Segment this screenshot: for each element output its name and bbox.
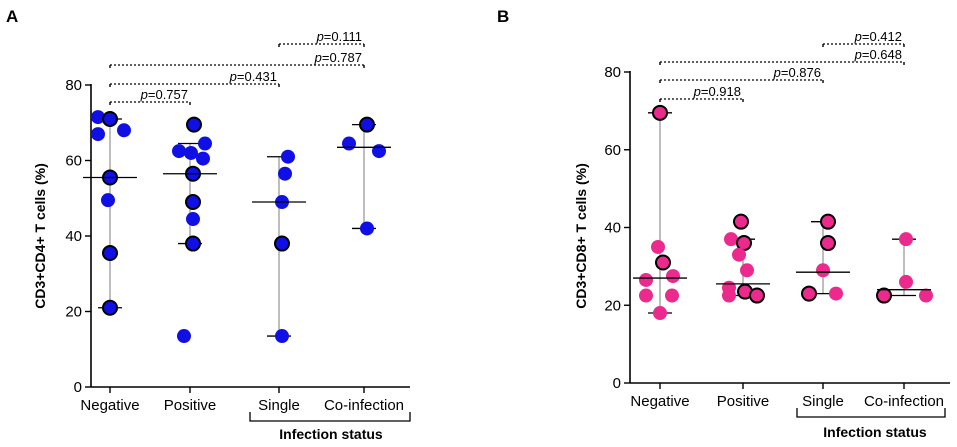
panel-a-data-point bbox=[275, 329, 289, 344]
panel-b-data-point bbox=[876, 287, 892, 304]
panel-b-y-tick-label: 40 bbox=[604, 220, 621, 237]
panel-b-data-point bbox=[820, 235, 836, 252]
panel-b-data-point bbox=[724, 232, 738, 247]
panel-b-category-label: Negative bbox=[630, 393, 689, 410]
panel-b-data-point bbox=[740, 263, 754, 278]
panel-a-category-label: Positive bbox=[164, 397, 217, 414]
panel-a-data-point bbox=[198, 136, 212, 151]
panel-a-data-point bbox=[117, 123, 131, 138]
panel-a-y-tick-label: 40 bbox=[65, 228, 82, 245]
panel-b-data-point bbox=[899, 274, 913, 289]
panel-b-chart: 0 20 40 60 80 Negative Positive Single Co-infect… bbox=[604, 29, 950, 418]
panel-b-y-tick-label: 20 bbox=[604, 297, 621, 314]
panel-b-y-tick-label: 80 bbox=[604, 64, 621, 81]
panel-a-y-tick-label: 60 bbox=[65, 153, 82, 170]
panel-a-y-tick-label: 20 bbox=[65, 304, 82, 321]
panel-b-data-point bbox=[899, 232, 913, 247]
panel-b-data-point bbox=[655, 254, 671, 271]
panel-b-data-point bbox=[665, 288, 679, 303]
panel-b-data-point bbox=[666, 269, 680, 284]
panel-a-data-point bbox=[91, 127, 105, 142]
panel-a-data-point bbox=[185, 194, 201, 211]
panel-b-p-value-label: p=0.648 bbox=[854, 47, 902, 62]
panel-a-data-point bbox=[281, 149, 295, 164]
panel-a-data-point bbox=[184, 145, 198, 160]
panel-b-letter: B bbox=[497, 7, 509, 26]
panel-a-data-point bbox=[186, 212, 200, 227]
panel-a-p-value-label: p=0.111 bbox=[316, 29, 362, 44]
panel-a-p-value-label: p=0.787 bbox=[314, 50, 362, 65]
panel-a-x-axis-title: Infection status bbox=[279, 426, 383, 442]
panel-a-data-point bbox=[102, 299, 118, 316]
panel-a-chart: 0 20 40 60 80 Negative Positive Single Co-infect… bbox=[65, 29, 411, 422]
panel-b-data-point bbox=[653, 306, 667, 321]
panel-a-data-point bbox=[360, 221, 374, 236]
panel-b-y-tick-label: 60 bbox=[604, 142, 621, 159]
panel-b-data-point bbox=[732, 247, 746, 262]
panel-b-data-point bbox=[722, 288, 736, 303]
panel-b-y-tick-label: 0 bbox=[613, 375, 621, 392]
panel-a-data-point bbox=[177, 329, 191, 344]
panel-a-y-tick-label: 80 bbox=[65, 77, 82, 94]
panel-b-data-point bbox=[639, 288, 653, 303]
panel-b-data-point bbox=[651, 239, 665, 254]
panel-b-x-axis-title: Infection status bbox=[823, 424, 927, 440]
panel-a-data-point bbox=[185, 235, 201, 252]
panel-a-data-point bbox=[101, 193, 115, 208]
panel-b-data-point bbox=[652, 104, 668, 121]
panel-b-data-point bbox=[919, 288, 933, 303]
panel-a-p-value-label: p=0.757 bbox=[140, 87, 188, 102]
panel-b-y-axis-title: CD3+CD8+ T cells (%) bbox=[573, 163, 589, 309]
panel-b-category-label: Co-infection bbox=[864, 393, 944, 410]
panel-a-data-point bbox=[102, 110, 118, 127]
panel-b-p-value-label: p=0.412 bbox=[854, 29, 902, 44]
panel-a-group-bracket bbox=[249, 412, 411, 422]
panel-a-data-point bbox=[342, 136, 356, 151]
panel-b-category-label: Single bbox=[802, 393, 844, 410]
panel-a-letter: A bbox=[6, 7, 18, 26]
panel-a-data-point bbox=[102, 244, 118, 261]
panel-b-data-point bbox=[749, 287, 765, 304]
panel-b-data-point bbox=[733, 213, 749, 230]
panel-a-y-axis-title: CD3+CD4+ T cells (%) bbox=[32, 163, 48, 309]
panel-b-p-value-label: p=0.918 bbox=[693, 84, 741, 99]
panel-a-data-point bbox=[186, 116, 202, 133]
panel-a-data-point bbox=[278, 166, 292, 181]
panel-a-data-point bbox=[359, 116, 375, 133]
panel-a-p-value-label: p=0.431 bbox=[229, 69, 277, 84]
panel-b-category-label: Positive bbox=[717, 393, 770, 410]
panel-b-group-bracket bbox=[796, 408, 946, 418]
panel-a-data-point bbox=[196, 151, 210, 166]
panel-b-data-point bbox=[820, 213, 836, 230]
panel-a-category-label: Co-infection bbox=[324, 397, 404, 414]
panel-a-data-point bbox=[91, 110, 105, 125]
panel-a-data-point bbox=[172, 144, 186, 159]
panel-a-data-point bbox=[274, 235, 290, 252]
panel-a-category-label: Single bbox=[258, 397, 300, 414]
panel-b-data-point bbox=[816, 263, 830, 278]
panel-a-data-point bbox=[372, 144, 386, 159]
panel-b-data-point bbox=[829, 286, 843, 301]
panel-a-category-label: Negative bbox=[80, 397, 139, 414]
panel-b-data-point bbox=[801, 285, 817, 302]
panel-a-y-tick-label: 0 bbox=[74, 379, 82, 396]
panel-b-data-point bbox=[639, 272, 653, 287]
panel-b-p-value-label: p=0.876 bbox=[773, 65, 821, 80]
